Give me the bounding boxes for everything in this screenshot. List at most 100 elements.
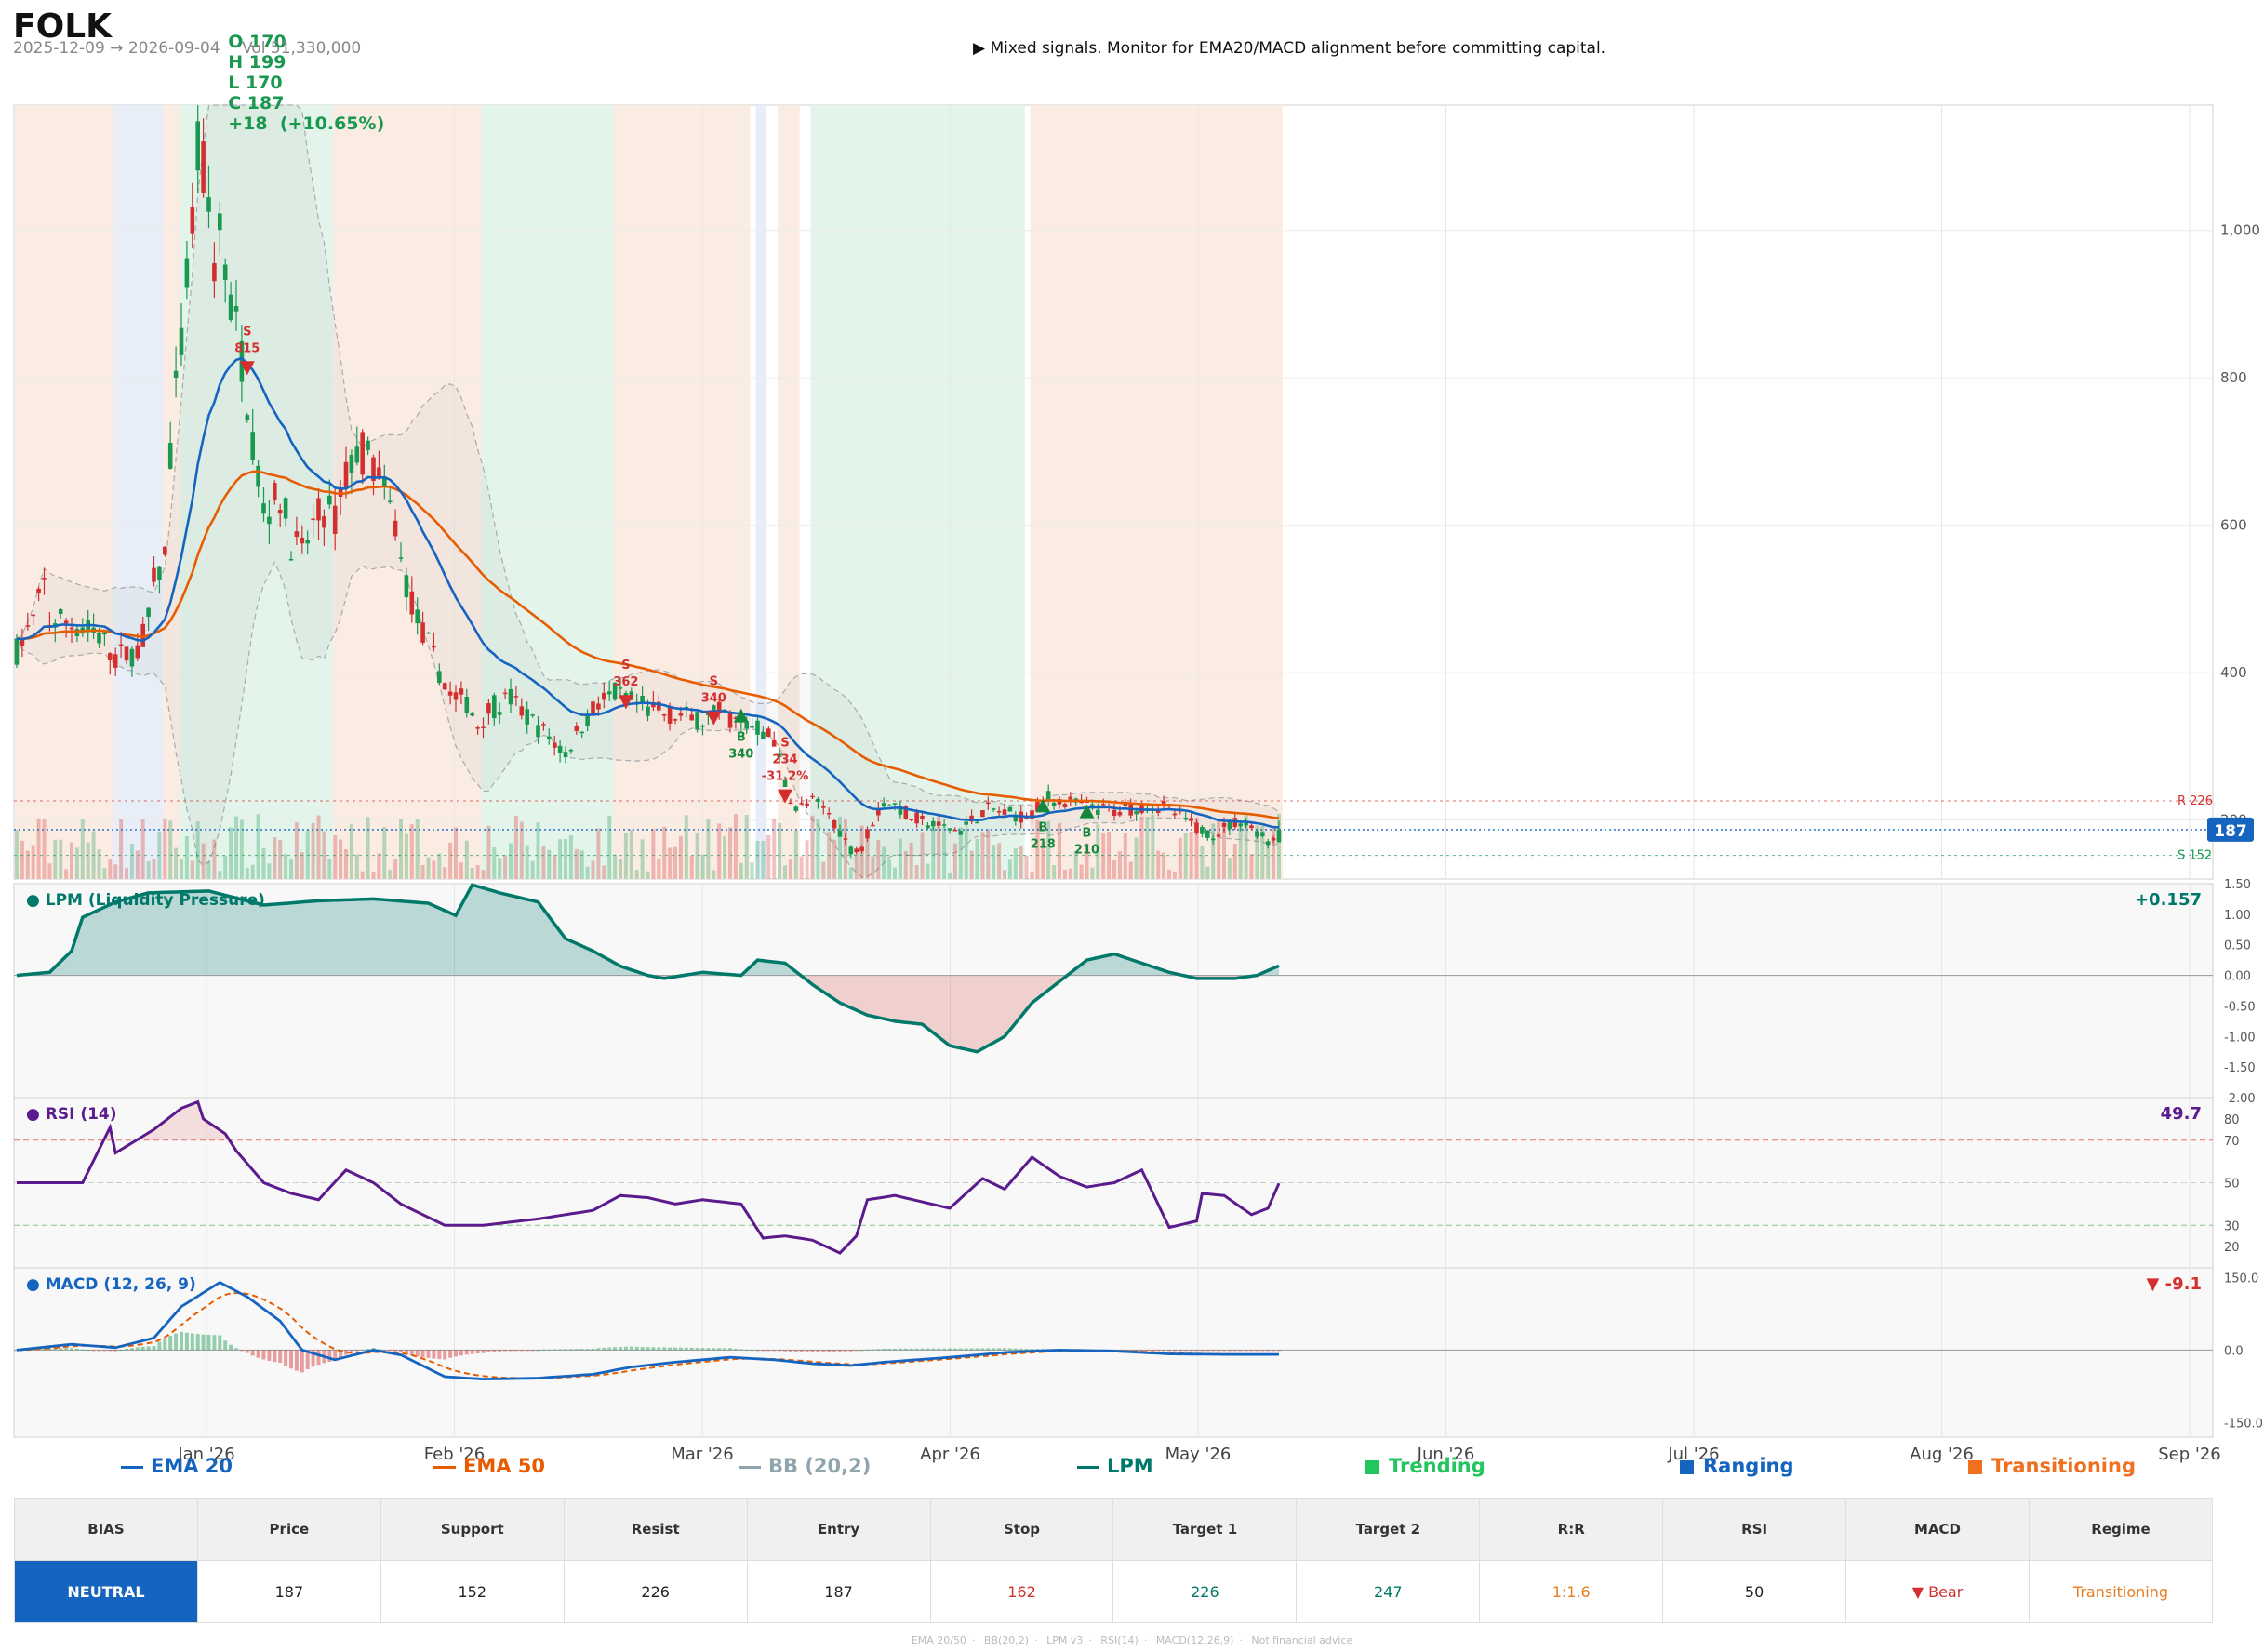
macd-histogram-bar (952, 1348, 957, 1351)
volume-bar (668, 847, 673, 879)
macd-histogram-bar (163, 1338, 167, 1351)
x-tick-label: Jun '26 (1417, 1445, 1475, 1464)
volume-bar (920, 832, 925, 879)
regime-value: Transitioning (2028, 1560, 2214, 1623)
volume-bar (404, 833, 408, 879)
macd-histogram-bar (1205, 1350, 1210, 1352)
volume-bar (793, 830, 798, 879)
macd-panel-value: ▼ -9.1 (2147, 1274, 2202, 1294)
macd-histogram-bar (893, 1348, 897, 1351)
macd-histogram-bar (1227, 1350, 1232, 1352)
volume-bar (1030, 871, 1034, 879)
macd-histogram-bar (393, 1350, 398, 1352)
candle-body (97, 633, 101, 644)
macd-histogram-bar (278, 1350, 283, 1364)
volume-bar (218, 871, 222, 879)
candle-body (195, 121, 200, 171)
lpm-line (16, 883, 1280, 1054)
volume-bar (613, 854, 618, 879)
candle-body (1117, 811, 1123, 816)
macd-histogram-bar (733, 1348, 738, 1351)
macd-histogram-bar (827, 1350, 832, 1352)
macd-histogram-bar (564, 1349, 567, 1351)
macd-histogram-bar (1183, 1350, 1188, 1352)
candle-body (167, 443, 173, 469)
volume-bar (229, 827, 233, 879)
volume-bar (1073, 851, 1078, 879)
macd-histogram-bar (761, 1350, 766, 1352)
macd-histogram-bar (420, 1350, 425, 1358)
macd-histogram-bar (1266, 1350, 1271, 1352)
volume-bar (662, 826, 667, 879)
candle-body (14, 638, 20, 665)
candle-body (886, 805, 892, 807)
macd-histogram-bar (366, 1349, 370, 1351)
macd-histogram-bar (459, 1350, 463, 1356)
macd-histogram-bar (273, 1350, 277, 1363)
macd-histogram-bar (1217, 1350, 1221, 1352)
candle-body (267, 516, 272, 525)
volume-bar (700, 854, 705, 879)
macd-histogram-bar (15, 1350, 19, 1352)
candle-body (157, 566, 162, 580)
volume-bar (454, 827, 458, 879)
candle-body (206, 197, 211, 212)
volume-bar (553, 855, 557, 879)
chart-legend: EMA 20 EMA 50 BB (20,2) LPM Trending Ran… (0, 1455, 2264, 1485)
footer-item: EMA 20/50 (911, 1634, 966, 1646)
macd-histogram-bar (958, 1348, 963, 1351)
macd-histogram-bar (415, 1350, 420, 1357)
candle-body (980, 810, 985, 818)
buy-marker-icon (1035, 798, 1051, 813)
volume-bar (354, 854, 359, 879)
volume-bar (1024, 855, 1029, 879)
candle-body (300, 537, 305, 544)
macd-histogram-bar (1024, 1348, 1029, 1351)
volume-bar (568, 835, 573, 879)
volume-bar (755, 840, 760, 879)
macd-histogram-bar (64, 1348, 69, 1351)
resist-value: 226 (563, 1560, 748, 1623)
candle-body (657, 701, 661, 711)
macd-histogram-bar (942, 1348, 947, 1351)
macd-histogram-bar (382, 1350, 387, 1352)
volume-bar (377, 853, 381, 879)
volume-bar (388, 870, 393, 879)
macd-histogram-bar (1277, 1350, 1281, 1352)
candle-body (557, 745, 563, 753)
macd-histogram-bar (700, 1348, 705, 1351)
macd-histogram-bar (909, 1348, 913, 1351)
macd-histogram-bar (239, 1350, 244, 1352)
macd-histogram-bar (146, 1346, 151, 1351)
volume-bar (1013, 848, 1018, 879)
macd-histogram-bar (613, 1347, 618, 1351)
volume-bar (992, 845, 996, 879)
macd-histogram-bar (525, 1350, 529, 1352)
marker-label: S (780, 737, 789, 751)
candle-body (25, 625, 31, 627)
summary-header-row: BIAS Price Support Resist Entry Stop Tar… (14, 1498, 2214, 1561)
macd-histogram-bar (1156, 1350, 1161, 1352)
volume-bar (1266, 843, 1271, 879)
macd-histogram-bar (1013, 1348, 1018, 1351)
candle-body (316, 498, 321, 521)
candle-body (530, 714, 535, 716)
x-tick-label: May '26 (1165, 1445, 1232, 1464)
volume-bar (168, 820, 173, 879)
volume-bar (914, 864, 919, 879)
volume-bar (733, 814, 738, 879)
macd-histogram-bar (623, 1346, 628, 1351)
candle-body (832, 820, 837, 829)
legend-label: EMA 20 (151, 1455, 233, 1477)
volume-bar (1035, 819, 1040, 879)
candle-body (975, 821, 979, 824)
candle-body (36, 588, 41, 593)
macd-histogram-bar (848, 1350, 853, 1352)
volume-bar (1123, 833, 1127, 879)
volume-bar (838, 816, 842, 879)
volume-bar (558, 839, 563, 879)
volume-bar (70, 842, 73, 879)
macd-histogram-bar (261, 1350, 266, 1360)
volume-bar (1244, 815, 1248, 879)
